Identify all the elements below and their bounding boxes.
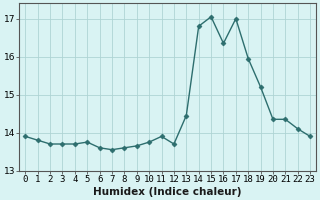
- X-axis label: Humidex (Indice chaleur): Humidex (Indice chaleur): [93, 187, 242, 197]
